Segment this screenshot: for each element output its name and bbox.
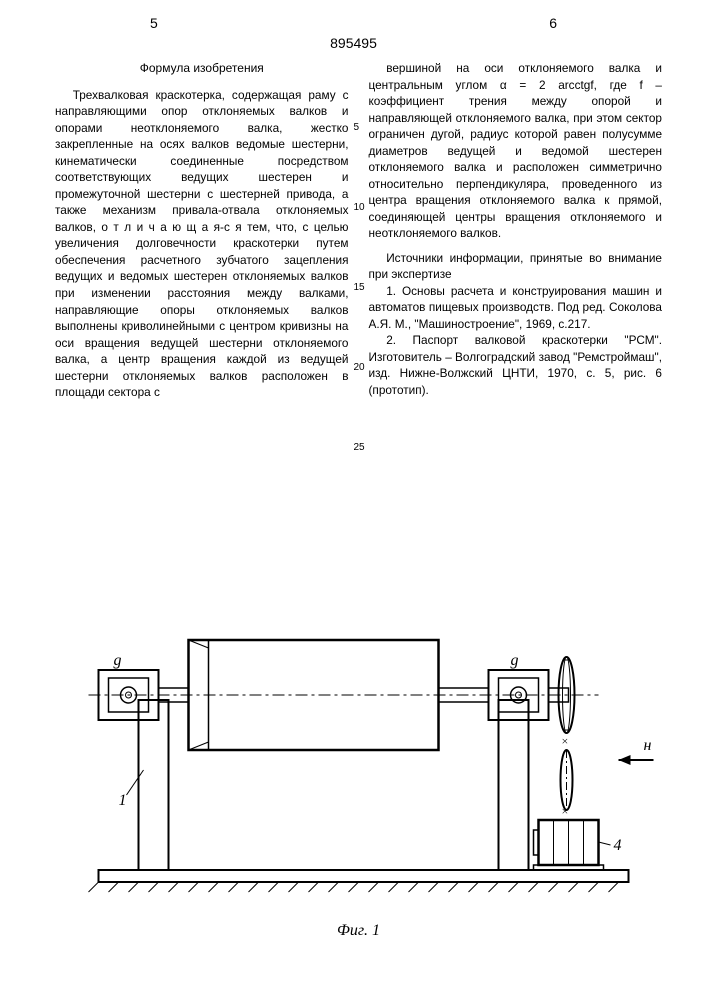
figure-caption: Фиг. 1 [337,922,380,940]
patent-number: 895495 [330,35,377,51]
source-2: 2. Паспорт валковой краскотерки "РСМ". И… [369,332,663,398]
line-num-5: 5 [354,122,360,133]
page-num-right: 6 [549,15,557,31]
page-num-left: 5 [150,15,158,31]
left-column: Формула изобретения Трехвалковая краскот… [55,60,349,401]
line-num-15: 15 [354,282,365,293]
fig-label-4: 4 [614,837,622,854]
claim-continuation: вершиной на оси отклоняемого валка и цен… [369,60,663,242]
fig-label-g-left: g [114,652,122,669]
sources-heading: Источники информации, принятые во вниман… [369,250,663,283]
fig-label-h: н [644,737,652,754]
claim-text: Трехвалковая краскотерка, содержащая рам… [55,87,349,401]
svg-text:×: × [562,734,569,748]
text-columns: Формула изобретения Трехвалковая краскот… [55,60,662,401]
line-num-25: 25 [354,442,365,453]
source-1: 1. Основы расчета и конструирования маши… [369,283,663,333]
figure-1: × × g g 1 н 4 Фиг. 1 [55,570,662,950]
fig-label-g-right: g [511,652,519,669]
claim-title: Формула изобретения [55,60,349,77]
line-num-20: 20 [354,362,365,373]
right-column: вершиной на оси отклоняемого валка и цен… [369,60,663,401]
figure-svg: × × g g 1 н 4 [55,570,662,950]
fig-label-1: 1 [119,792,127,809]
line-num-10: 10 [354,202,365,213]
